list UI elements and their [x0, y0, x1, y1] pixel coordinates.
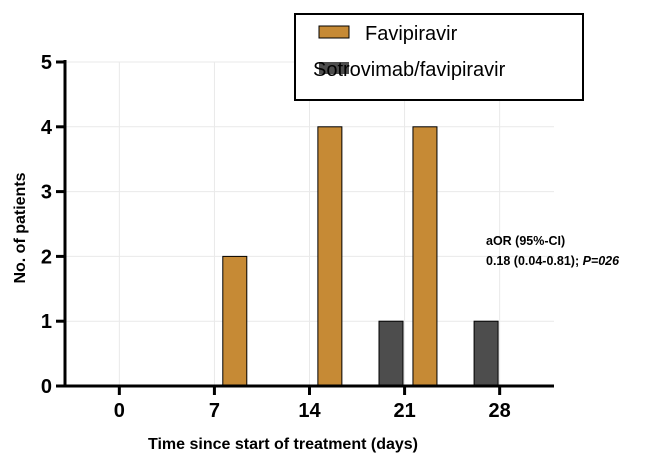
legend-label-favipiravir: Favipiravir	[365, 23, 458, 45]
legend: Favipiravir Sotrovimab/favipiravir	[294, 13, 584, 101]
ticks: 0 1 2 3 4 5 0 7 14 21 28	[41, 52, 511, 422]
annotation-ci: 0.18 (0.04-0.81);	[486, 254, 583, 268]
x-tick-label: 28	[489, 400, 511, 422]
y-axis-title: No. of patients	[12, 172, 29, 283]
y-tick-label: 2	[41, 246, 52, 268]
annotation-line-1: aOR (95%-CI)	[486, 234, 565, 248]
annotation-p-value: P=026	[583, 254, 621, 268]
x-axis-title: Time since start of treatment (days)	[148, 436, 418, 453]
bar-favipiravir	[222, 255, 248, 387]
bar-sotrovimab-favipiravir	[473, 320, 499, 387]
annotation: aOR (95%-CI) 0.18 (0.04-0.81); P=026	[486, 234, 620, 268]
legend-swatch-favipiravir	[318, 25, 350, 39]
annotation-line-2: 0.18 (0.04-0.81); P=026	[486, 254, 620, 268]
y-tick-label: 4	[41, 117, 53, 139]
bar-favipiravir	[317, 126, 343, 387]
y-tick-label: 3	[41, 182, 52, 204]
x-tick-label: 14	[298, 400, 321, 422]
y-tick-label: 0	[41, 376, 52, 398]
legend-label-sotrovimab-favipiravir: Sotrovimab/favipiravir	[313, 59, 506, 81]
y-tick-label: 1	[41, 311, 52, 333]
x-tick-label: 7	[209, 400, 220, 422]
legend-swatch-sotrovimab-favipiravir	[319, 62, 349, 74]
x-tick-label: 0	[114, 400, 125, 422]
bar-sotrovimab-favipiravir	[378, 320, 404, 387]
bar-favipiravir	[412, 126, 438, 387]
x-tick-label: 21	[393, 400, 415, 422]
y-tick-label: 5	[41, 52, 52, 74]
